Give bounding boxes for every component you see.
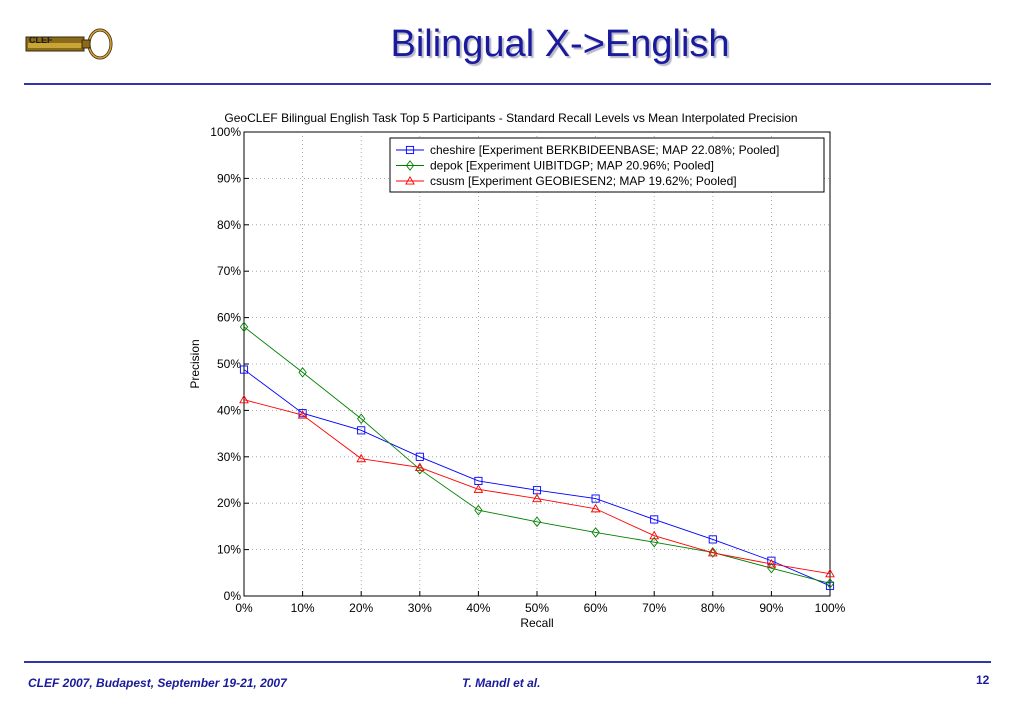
- x-tick-label: 40%: [466, 601, 490, 615]
- data-point-0: [650, 515, 659, 524]
- slide-title: Bilingual X->English: [390, 23, 730, 65]
- data-point-1: [474, 504, 483, 516]
- x-tick-label: 50%: [525, 601, 549, 615]
- y-tick-label: 80%: [217, 218, 241, 232]
- data-point-0: [357, 426, 366, 435]
- data-point-1: [825, 578, 835, 589]
- data-point-0: [298, 409, 307, 418]
- y-tick-label: 40%: [217, 403, 241, 417]
- legend-marker-2: [405, 175, 415, 185]
- x-tick-label: 10%: [291, 601, 315, 615]
- x-axis-label: Recall: [520, 616, 553, 630]
- series-line-0: [243, 369, 831, 587]
- data-point-1: [767, 562, 776, 574]
- data-point-2: [649, 530, 660, 540]
- y-tick-label: 30%: [217, 450, 241, 464]
- x-tick-label: 0%: [235, 601, 253, 615]
- data-point-0: [239, 365, 249, 374]
- series-line-1: [243, 326, 831, 584]
- footer-divider: [24, 661, 991, 663]
- footer-conference: CLEF 2007, Budapest, September 19-21, 20…: [28, 676, 287, 690]
- data-point-2: [590, 503, 601, 513]
- data-point-2: [532, 493, 542, 503]
- legend-label: depok [Experiment UIBITDGP; MAP 20.96%; …: [430, 159, 714, 173]
- legend-box: [389, 137, 825, 193]
- x-tick-label: 100%: [815, 601, 846, 615]
- clef-key-logo: CLEF: [25, 28, 113, 60]
- data-point-2: [414, 462, 425, 472]
- data-point-2: [297, 410, 308, 419]
- logo-text: CLEF: [29, 35, 53, 45]
- y-tick-label: 60%: [217, 311, 241, 325]
- x-tick-label: 70%: [642, 601, 666, 615]
- legend-marker-0: [405, 145, 415, 155]
- x-tick-label: 60%: [584, 601, 608, 615]
- data-point-2: [473, 484, 484, 493]
- legend-label: csusm [Experiment GEOBIESEN2; MAP 19.62%…: [430, 174, 737, 188]
- page-number: 12: [976, 673, 990, 687]
- legend-label: cheshire [Experiment BERKBIDEENBASE; MAP…: [430, 143, 779, 157]
- x-tick-label: 30%: [408, 601, 432, 615]
- y-tick-label: 20%: [217, 496, 241, 510]
- data-point-1: [239, 321, 249, 333]
- data-point-2: [825, 568, 835, 578]
- precision-recall-chart: GeoCLEF Bilingual English Task Top 5 Par…: [188, 111, 846, 630]
- data-point-1: [650, 536, 659, 548]
- x-tick-label: 90%: [759, 601, 783, 615]
- data-point-0: [415, 452, 424, 461]
- y-tick-label: 100%: [210, 125, 241, 139]
- y-tick-label: 90%: [217, 171, 241, 185]
- y-tick-label: 10%: [217, 543, 241, 557]
- data-point-1: [357, 413, 366, 425]
- x-tick-label: 80%: [701, 601, 725, 615]
- data-point-1: [532, 516, 542, 528]
- data-point-0: [708, 535, 717, 544]
- y-axis-label: Precision: [188, 339, 202, 388]
- y-tick-label: 0%: [224, 589, 242, 603]
- y-tick-label: 70%: [217, 264, 241, 278]
- series-line-2: [243, 399, 831, 575]
- data-point-2: [239, 394, 249, 404]
- data-point-1: [298, 367, 307, 378]
- x-tick-label: 20%: [349, 601, 373, 615]
- data-point-2: [766, 558, 777, 568]
- y-tick-label: 50%: [217, 357, 241, 371]
- data-point-1: [708, 547, 717, 558]
- data-point-2: [707, 547, 718, 557]
- header-divider: [24, 83, 991, 85]
- data-point-0: [591, 494, 600, 503]
- data-point-1: [591, 527, 600, 538]
- data-point-0: [825, 581, 835, 590]
- chart-title: GeoCLEF Bilingual English Task Top 5 Par…: [224, 111, 797, 125]
- legend-marker-1: [405, 160, 415, 171]
- footer-authors: T. Mandl et al.: [462, 676, 541, 690]
- data-point-2: [356, 453, 367, 463]
